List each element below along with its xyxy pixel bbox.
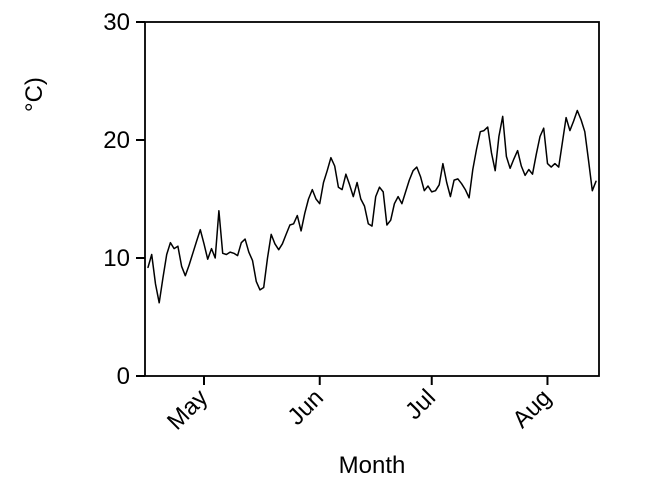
x-tick-label-aug: Aug <box>507 384 556 433</box>
plot-box <box>144 21 600 377</box>
y-tick-label-20: 20 <box>103 127 130 154</box>
y-axis: 0 10 20 30 <box>103 9 145 390</box>
x-axis: May Jun Jul Aug <box>162 376 557 435</box>
y-tick-label-30: 30 <box>103 9 130 36</box>
y-tick-label-10: 10 <box>103 245 130 272</box>
x-tick-label-may: May <box>162 384 213 435</box>
plot-border <box>144 21 600 377</box>
y-tick-label-0: 0 <box>117 363 130 390</box>
x-tick-label-jun: Jun <box>283 384 329 430</box>
data-series-layer <box>147 109 597 304</box>
x-axis-label: Month <box>339 452 406 479</box>
y-axis-label: °C) <box>21 77 48 112</box>
x-tick-label-jul: Jul <box>400 384 441 425</box>
temperature-series-line <box>147 109 597 304</box>
